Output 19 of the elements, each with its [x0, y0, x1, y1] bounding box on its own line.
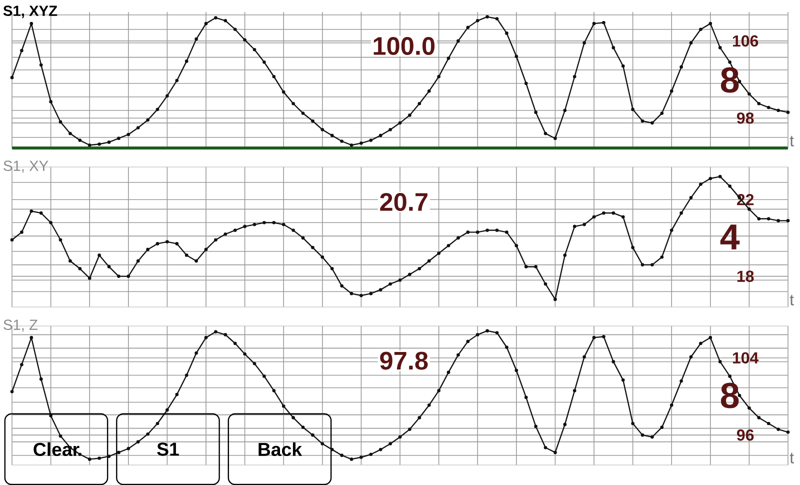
annotation: 8	[720, 382, 739, 408]
annotation: 8	[720, 67, 739, 93]
x-axis-title: t	[790, 452, 794, 464]
chart-title: S1, XY	[4, 160, 48, 173]
annotation: 97.8	[380, 352, 428, 370]
x-axis-title: t	[790, 136, 794, 146]
annotation: Back	[258, 442, 302, 456]
y-tick-label: 18	[737, 270, 754, 282]
x-axis-title: t	[790, 294, 794, 306]
annotation: 4	[720, 224, 740, 250]
chart-title: S1, XYZ	[3, 6, 58, 18]
y-tick-label: 106	[732, 35, 758, 47]
y-tick-label: 104	[732, 352, 759, 364]
chart-title: S1, Z	[4, 320, 38, 332]
y-tick-label: 98	[736, 112, 754, 124]
y-tick-label: 96	[736, 429, 754, 441]
annotation: 100.0	[374, 36, 435, 55]
annotation: 20.7	[380, 192, 428, 211]
annotation: S1	[157, 442, 179, 456]
